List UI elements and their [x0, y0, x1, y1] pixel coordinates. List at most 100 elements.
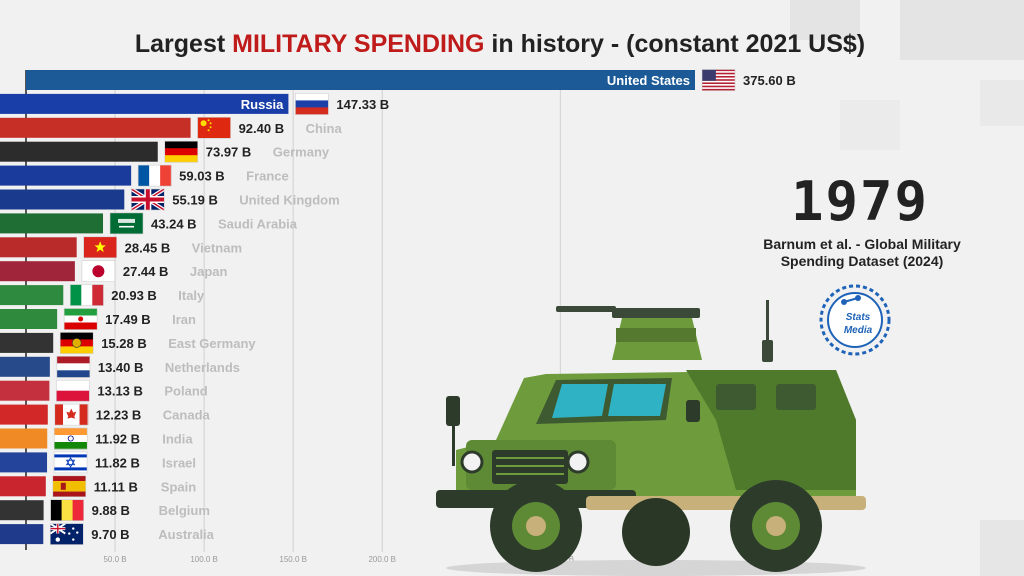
data-label: 9.88 B — [92, 503, 130, 518]
flag-star — [207, 129, 210, 132]
category-label: China — [306, 121, 343, 136]
flag-stripe — [56, 363, 90, 371]
flag-border — [50, 499, 84, 522]
flag-stripe — [52, 475, 86, 482]
flag-border — [56, 379, 90, 402]
bar — [0, 285, 64, 306]
flag-border — [52, 475, 87, 498]
flag-field — [197, 117, 231, 139]
x-tick-label: 150.0 B — [279, 555, 307, 564]
category-label: France — [246, 169, 289, 184]
flag-border — [69, 284, 104, 306]
flag-stripe — [71, 404, 80, 426]
data-label: 375.60 B — [743, 73, 796, 88]
bar — [0, 476, 46, 497]
flag-ru-icon — [295, 93, 329, 115]
flag-border — [63, 308, 98, 330]
flag-in-icon — [53, 427, 88, 450]
flag-field — [702, 69, 716, 81]
data-label: 9.70 B — [91, 527, 129, 542]
bar — [0, 141, 158, 162]
bar-layer: 375.60 B United States 147.33 B Russia 92.40… — [0, 69, 796, 545]
flag-stripe — [61, 499, 73, 521]
flag-stripe — [702, 80, 735, 83]
flag-border — [81, 260, 116, 283]
flag-stripe — [63, 404, 72, 426]
flag-star — [209, 126, 212, 129]
flag-border — [59, 332, 94, 354]
data-label: 55.19 B — [172, 193, 218, 208]
flag-border — [197, 117, 231, 139]
flag-stripe — [54, 467, 88, 471]
flag-stripe — [702, 85, 735, 88]
x-tick-label: 50.0 B — [103, 555, 126, 564]
data-label: 73.97 B — [206, 145, 252, 160]
flag-field — [110, 212, 144, 234]
data-label: 13.40 B — [98, 360, 144, 375]
flag-border — [295, 93, 329, 115]
flag-emblem — [71, 338, 82, 348]
data-label: 92.40 B — [239, 121, 285, 136]
flag-border — [53, 451, 88, 474]
flag-stripe — [52, 481, 86, 492]
flag-stripe — [54, 428, 88, 436]
bar — [0, 524, 44, 545]
flag-cross — [50, 527, 66, 530]
data-label: 11.82 B — [95, 455, 140, 470]
flag-star — [76, 531, 79, 534]
year-label: 1979 — [790, 170, 930, 233]
flag-vn-icon — [83, 236, 117, 259]
bar — [0, 500, 44, 521]
category-label: Japan — [190, 264, 228, 279]
flag-stripe — [138, 165, 150, 187]
flag-star — [94, 241, 106, 253]
category-label: Spain — [161, 479, 196, 494]
data-label: 27.44 B — [123, 264, 169, 279]
flag-star — [200, 120, 207, 127]
flag-stripe — [81, 284, 93, 306]
flag-script — [118, 218, 136, 223]
flag-stripe — [702, 77, 735, 80]
flag-stripe — [54, 435, 88, 443]
bar — [0, 332, 54, 353]
bar — [26, 70, 695, 90]
category-label: Canada — [163, 408, 211, 423]
background-square — [900, 0, 1024, 60]
flag-il-icon — [53, 451, 88, 474]
logo-line-1: Stats — [846, 312, 871, 323]
flag-stripe — [54, 404, 64, 426]
data-label: 13.13 B — [97, 384, 143, 399]
data-label: 147.33 B — [336, 97, 389, 112]
stats-media-logo: Stats Media — [819, 284, 891, 356]
flag-stripe — [64, 308, 98, 316]
flag-border — [56, 355, 91, 378]
flag-stripe — [60, 346, 94, 354]
bar — [0, 452, 48, 473]
flag-stripe — [164, 155, 198, 163]
flag-es-icon — [52, 475, 87, 498]
flag-ca-icon — [54, 403, 89, 426]
flag-stripe — [60, 332, 94, 340]
flag-sun — [92, 265, 105, 278]
flag-stripe — [702, 87, 735, 90]
flag-emblem — [60, 482, 66, 490]
flag-stripe — [56, 390, 90, 402]
data-label: 28.45 B — [125, 240, 171, 255]
flag-star — [65, 457, 76, 466]
title-suffix: in history - (constant 2021 US$) — [484, 30, 866, 58]
flag-pl-icon — [56, 379, 90, 402]
category-label: United States — [607, 73, 690, 88]
bar — [0, 309, 58, 329]
flag-nl-icon — [56, 355, 91, 378]
data-label: 11.11 B — [94, 479, 138, 494]
flag-stripe — [702, 84, 735, 87]
category-label: Netherlands — [165, 360, 240, 375]
flag-border — [53, 427, 88, 450]
background-square — [980, 80, 1024, 126]
category-label: Italy — [178, 288, 205, 303]
flag-jp-icon — [81, 260, 116, 283]
x-tick-label: 200.0 B — [368, 555, 396, 564]
bar — [0, 380, 50, 401]
flag-stripe — [702, 69, 735, 72]
title-prefix: Largest — [134, 30, 233, 58]
